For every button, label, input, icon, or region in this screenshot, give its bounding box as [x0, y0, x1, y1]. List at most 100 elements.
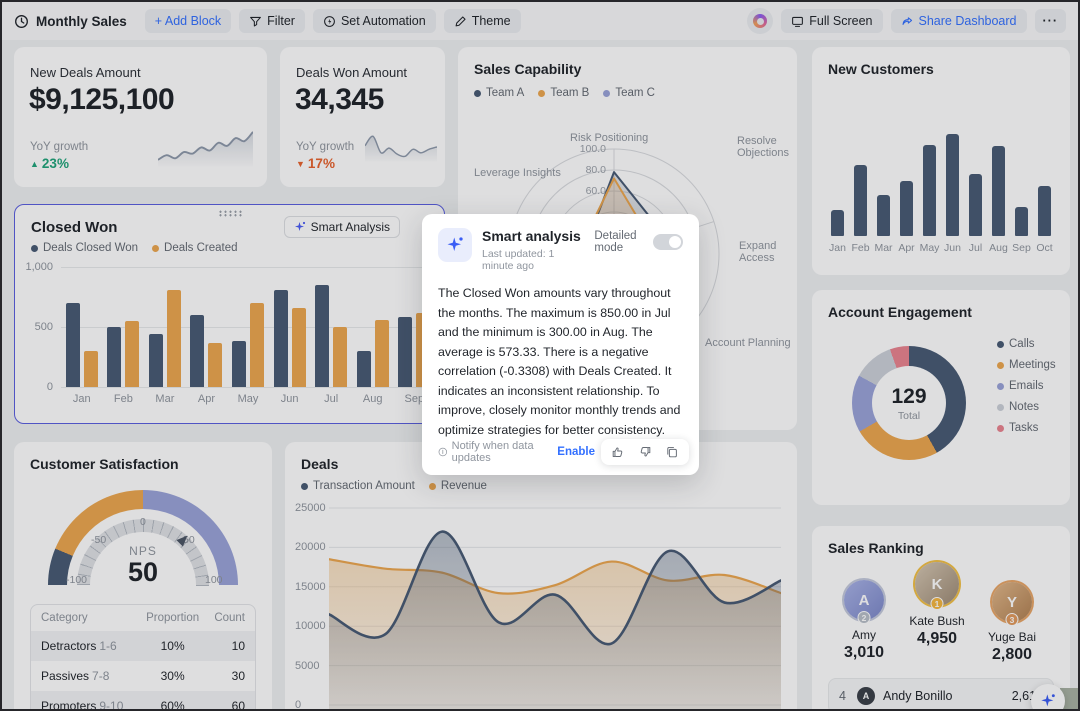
yoy-label: YoY growth	[30, 141, 89, 153]
x-tick: May	[237, 393, 259, 405]
legend-label: Transaction Amount	[313, 480, 415, 492]
legend-dot	[603, 89, 611, 97]
legend-item-team-c[interactable]: Team C	[603, 87, 655, 99]
legend-item-meetings[interactable]: Meetings	[997, 359, 1056, 371]
detailed-mode-toggle[interactable]	[653, 234, 683, 250]
set-automation-button[interactable]: Set Automation	[312, 9, 436, 33]
card-new-customers: New Customers Jan Feb Mar Apr May Jun Jul Aug Se…	[812, 47, 1070, 275]
bar-deals-closed-won	[107, 327, 122, 387]
sparkle-icon	[447, 237, 463, 251]
bar-group-Jan: Jan	[61, 267, 103, 405]
more-button[interactable]: ···	[1034, 9, 1066, 33]
bar	[900, 181, 913, 236]
legend-item-team-b[interactable]: Team B	[538, 87, 589, 99]
automation-icon	[324, 15, 335, 27]
category-name: Passives	[41, 669, 90, 683]
bar	[923, 144, 936, 236]
rank-value: 4,950	[916, 630, 958, 647]
y-tick: 0	[295, 699, 302, 711]
rank-name: Andy Bonillo	[883, 689, 953, 703]
bar-group-Feb: Feb	[103, 267, 145, 405]
legend-item-calls[interactable]: Calls	[997, 338, 1056, 350]
count-cell: 30	[231, 669, 245, 683]
copy-icon[interactable]	[665, 445, 679, 459]
legend-item-deals-closed-won[interactable]: Deals Closed Won	[31, 242, 138, 254]
dashboard-board: New Deals Amount $9,125,100 YoY growth ▲…	[2, 40, 1078, 709]
bar	[1038, 185, 1051, 236]
deals-legend: Transaction Amount Revenue	[301, 480, 487, 492]
bar	[1015, 206, 1028, 236]
theme-button[interactable]: Theme	[443, 9, 521, 33]
legend-dot	[31, 244, 38, 252]
gauge-tick: -100	[66, 574, 88, 586]
gauge-metric-label: NPS	[129, 544, 157, 558]
legend-item-tasks[interactable]: Tasks	[997, 422, 1056, 434]
deals-area-chart	[329, 507, 781, 709]
ai-assistant-button[interactable]	[1031, 684, 1065, 709]
legend-item-team-a[interactable]: Team A	[474, 87, 524, 99]
avatar-initial: K	[931, 575, 943, 593]
rank-badge: 1	[930, 597, 944, 610]
x-tick: Mar	[874, 242, 893, 254]
legend-item-notes[interactable]: Notes	[997, 401, 1056, 413]
gridline	[61, 327, 433, 328]
rank-name: Amy	[852, 628, 876, 642]
bar-group-Mar: Mar	[144, 267, 186, 405]
gauge-needle	[176, 535, 188, 547]
x-tick: Mar	[155, 393, 175, 405]
rank-badge: 2	[857, 611, 871, 624]
enable-link[interactable]: Enable	[557, 446, 595, 458]
bar-column-Aug: Aug	[987, 130, 1010, 254]
bar-deals-created	[83, 351, 98, 387]
y-tick: 20000	[295, 541, 326, 553]
analysis-text: The Closed Won amounts vary throughout t…	[438, 286, 681, 437]
legend-dot	[997, 340, 1004, 348]
x-tick: Sep	[404, 393, 425, 405]
bar-column-Mar: Mar	[872, 130, 895, 254]
bar-column-May: May	[918, 130, 941, 254]
share-dashboard-button[interactable]: Share Dashboard	[890, 9, 1027, 33]
theme-icon	[455, 15, 466, 26]
card-customer-satisfaction: Customer Satisfaction -100 -50 0 50 100 …	[14, 442, 272, 711]
legend-label: Revenue	[440, 480, 487, 492]
legend-item-transaction-amount[interactable]: Transaction Amount	[301, 480, 415, 492]
full-screen-icon	[792, 16, 804, 27]
legend-label: Team A	[486, 87, 525, 99]
thumbs-up-icon[interactable]	[611, 445, 625, 459]
avatar: K 1	[915, 562, 959, 610]
bar-group-May: May	[227, 267, 269, 405]
sales-capability-legend: Team A Team B Team C	[474, 87, 655, 99]
category-cell: Promoters 9-10	[41, 699, 140, 711]
legend-dot	[997, 382, 1004, 390]
bar	[877, 195, 890, 236]
legend-item-emails[interactable]: Emails	[997, 380, 1056, 392]
proportion-cell: 30%	[160, 669, 185, 683]
sales-ranking-title: Sales Ranking	[828, 540, 924, 556]
page-title: Monthly Sales	[36, 13, 127, 29]
bar-deals-closed-won	[232, 341, 247, 387]
sparkle-icon	[1041, 694, 1055, 707]
bar-column-Jul: Jul	[964, 130, 987, 254]
legend-item-revenue[interactable]: Revenue	[428, 480, 487, 492]
legend-item-deals-created[interactable]: Deals Created	[152, 242, 238, 254]
share-dashboard-label: Share Dashboard	[918, 14, 1017, 28]
full-screen-button[interactable]: Full Screen	[781, 9, 883, 33]
filter-icon	[250, 16, 262, 26]
legend-label: Team B	[550, 87, 590, 99]
filter-button[interactable]: Filter	[239, 9, 305, 33]
ranking-list-row: 4 A Andy Bonillo 2,610	[828, 678, 1054, 709]
smart-analysis-button[interactable]: Smart Analysis	[283, 216, 400, 238]
category-range: 9-10	[99, 699, 124, 711]
x-tick: Jul	[324, 393, 339, 405]
legend-dot	[428, 482, 436, 490]
x-tick: Sep	[1012, 242, 1031, 254]
theme-color-button[interactable]	[747, 8, 774, 34]
legend-label: Team C	[615, 87, 655, 99]
card-account-engagement: Account Engagement 129 Total Calls Meetin…	[812, 290, 1070, 505]
legend-dot	[152, 244, 160, 252]
notify-note: Notify when data updates	[438, 440, 551, 464]
thumbs-down-icon[interactable]	[638, 445, 652, 459]
add-block-button[interactable]: + Add Block	[144, 9, 232, 33]
drag-handle[interactable]	[217, 210, 242, 217]
card-deals: Deals Transaction Amount Revenue 25000 20…	[285, 442, 797, 711]
